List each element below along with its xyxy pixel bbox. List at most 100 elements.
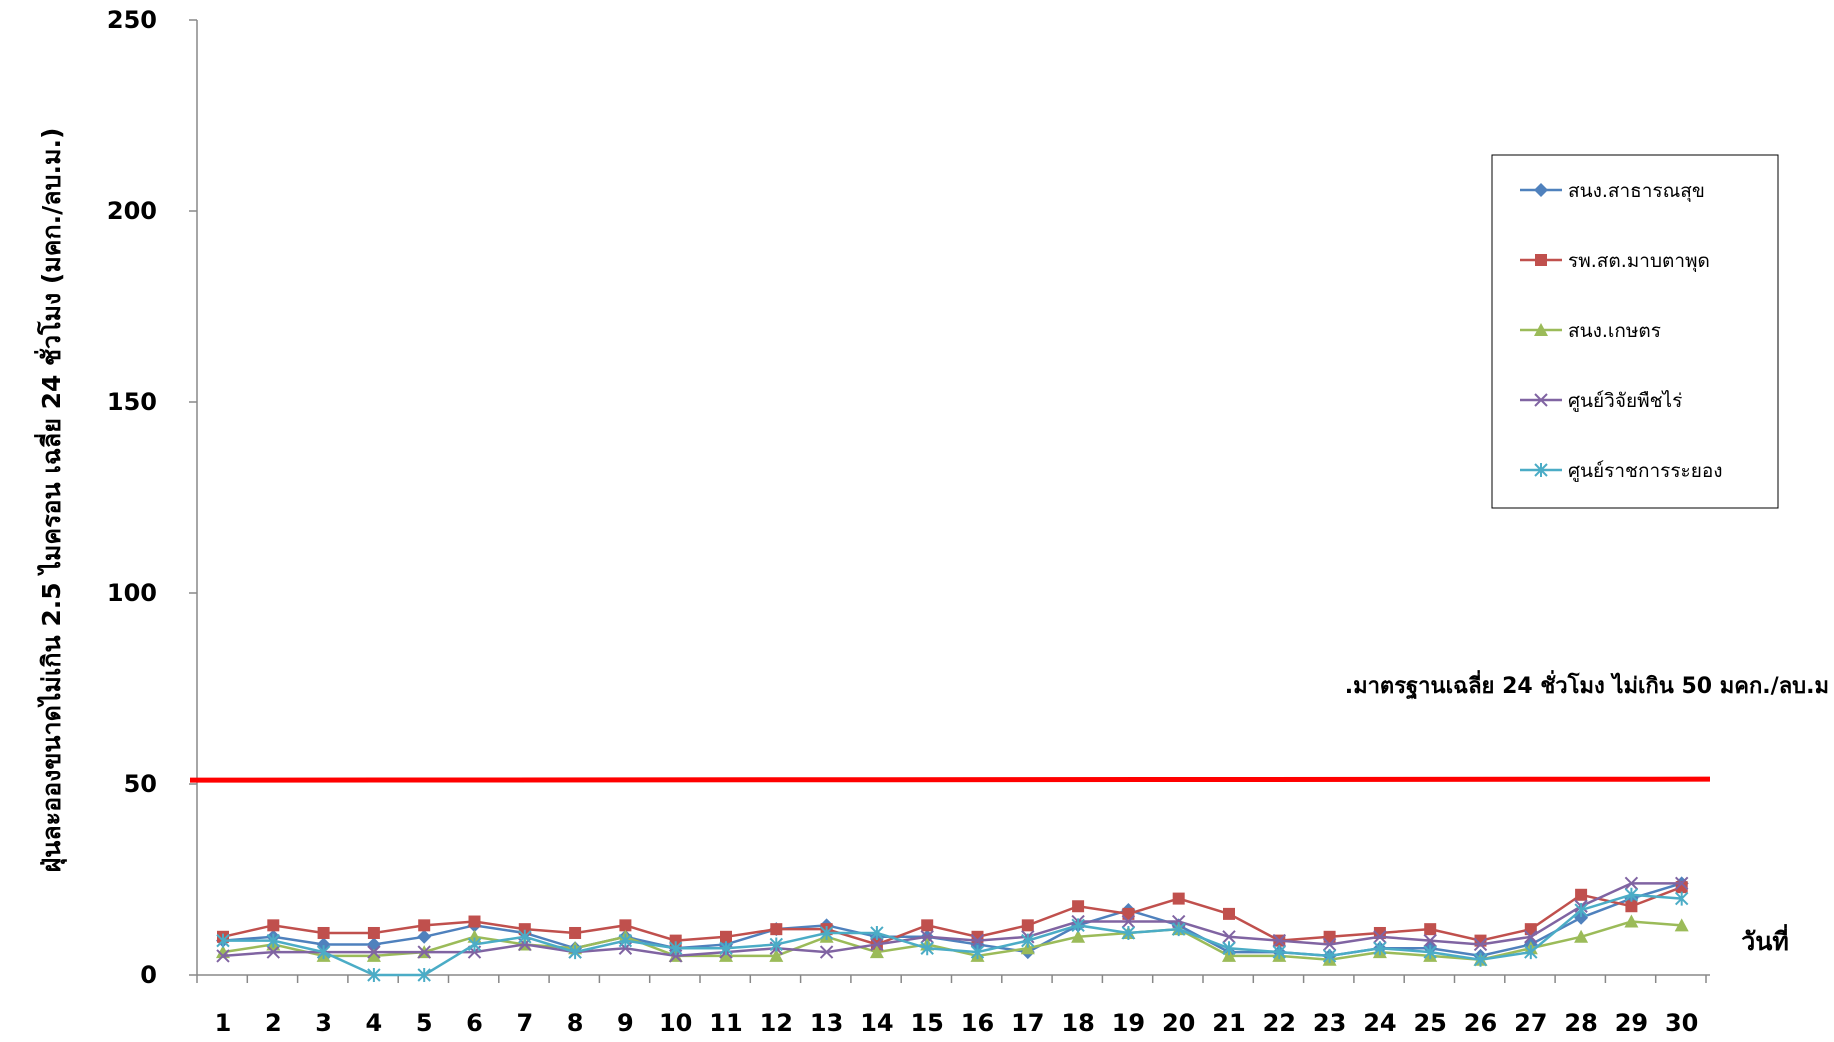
y-tick-label: 100	[107, 579, 157, 607]
data-point	[1322, 948, 1337, 963]
data-point	[920, 941, 934, 956]
reference-line	[189, 776, 1711, 783]
legend-item: รพ.สต.มาบตาพุด	[1520, 250, 1710, 273]
legend-marker	[1534, 463, 1548, 477]
data-point	[1373, 930, 1387, 944]
legend: สนง.สาธารณสุขรพ.สต.มาบตาพุดสนง.เกษตรศูนย…	[1491, 154, 1779, 509]
x-tick-label: 16	[961, 1009, 994, 1037]
x-tick-label: 1	[215, 1009, 232, 1037]
data-point	[1171, 922, 1186, 937]
series-line	[223, 893, 1682, 977]
x-tick-label: 18	[1061, 1009, 1094, 1037]
x-tick-label: 12	[760, 1009, 793, 1037]
data-point	[366, 948, 381, 962]
data-point	[1322, 937, 1337, 952]
data-point	[317, 926, 330, 939]
data-point	[417, 929, 432, 944]
data-point	[1071, 918, 1085, 933]
data-point	[1574, 929, 1589, 943]
x-tick-label: 13	[810, 1009, 843, 1037]
legend-item: สนง.เกษตร	[1520, 320, 1661, 342]
x-tick-label: 11	[709, 1009, 742, 1037]
legend-item: ศูนย์ราชการระยอง	[1520, 460, 1723, 482]
data-point	[467, 937, 482, 952]
legend-marker	[1534, 323, 1548, 336]
x-tick-label: 23	[1313, 1009, 1346, 1037]
data-point	[1624, 887, 1639, 902]
data-point	[719, 941, 733, 956]
legend-label: ศูนย์วิจัยพืชไร่	[1568, 390, 1682, 412]
x-tick-label: 26	[1464, 1009, 1497, 1037]
data-point	[1524, 923, 1537, 936]
data-point	[1674, 876, 1689, 891]
reference-line-label: .มาตรฐานเฉลี่ย 24 ชั่วโมง ไม่เกิน 50 มคก…	[1345, 669, 1829, 700]
data-point	[267, 919, 280, 932]
data-point	[1020, 941, 1035, 955]
y-tick-label: 0	[140, 961, 157, 989]
series-line	[222, 885, 1683, 946]
data-point	[1575, 888, 1588, 901]
reference-line-group	[189, 776, 1711, 783]
data-point	[618, 933, 633, 948]
data-point	[216, 949, 230, 963]
x-tick-label: 15	[910, 1009, 943, 1037]
x-tick-label: 17	[1011, 1009, 1044, 1037]
y-tick-label: 250	[107, 6, 157, 34]
data-point	[1624, 914, 1639, 928]
data-point	[720, 930, 732, 943]
data-point	[1424, 923, 1437, 936]
data-point	[719, 948, 733, 962]
legend-label: ศูนย์ราชการระยอง	[1568, 460, 1723, 482]
x-tick-label: 8	[567, 1009, 584, 1037]
series-group	[216, 876, 1689, 982]
data-point	[569, 926, 582, 939]
data-point	[819, 945, 834, 959]
data-point	[1423, 933, 1437, 948]
data-point	[769, 948, 784, 962]
data-point	[1272, 945, 1287, 960]
data-point	[1071, 929, 1086, 943]
data-point	[970, 933, 985, 948]
data-point	[970, 945, 985, 960]
data-point	[1021, 919, 1034, 932]
data-point	[619, 919, 632, 932]
data-point	[518, 929, 532, 944]
data-point	[769, 937, 784, 952]
legend-marker	[1535, 254, 1547, 266]
x-tick-label: 28	[1564, 1009, 1597, 1037]
data-point	[1473, 952, 1488, 967]
legend-marker	[1534, 393, 1548, 407]
x-tick-label: 19	[1112, 1009, 1145, 1037]
data-point	[417, 968, 431, 982]
legend-label: รพ.สต.มาบตาพุด	[1568, 250, 1710, 273]
data-point	[367, 926, 380, 939]
x-tick-label: 10	[659, 1009, 692, 1037]
data-point	[568, 945, 582, 960]
data-point	[1624, 876, 1639, 891]
data-point	[1674, 891, 1689, 906]
data-point	[1524, 945, 1538, 960]
x-tick-label: 30	[1665, 1009, 1698, 1037]
data-point	[668, 941, 683, 956]
y-tick-label: 200	[107, 197, 157, 225]
data-point	[1222, 941, 1236, 956]
data-point	[1574, 903, 1588, 918]
data-point	[921, 919, 934, 932]
x-tick-label: 27	[1514, 1009, 1547, 1037]
data-point	[1122, 907, 1135, 920]
data-point	[1121, 925, 1136, 940]
data-point	[216, 933, 230, 948]
x-tick-label: 4	[366, 1009, 383, 1037]
x-tick-label: 3	[315, 1009, 332, 1037]
x-tick-label: 2	[265, 1009, 282, 1037]
x-ticks: 1 2 3 4 5 6 7 8 9 10 11 12 13 14 15 16 17 18 19 20 21 22 23 24 2…	[196, 975, 1707, 1037]
data-point	[1373, 941, 1387, 956]
legend-item: สนง.สาธารณสุข	[1520, 180, 1705, 203]
x-tick-label: 6	[466, 1009, 483, 1037]
data-point	[1625, 900, 1638, 913]
data-point	[920, 930, 934, 944]
y-axis-title: ฝุ่นละอองขนาดไม่เกิน 2.5 ไมครอน เฉลี่ย 2…	[34, 128, 68, 873]
y-tick-label: 150	[107, 388, 157, 416]
data-point	[367, 945, 381, 959]
data-point	[1222, 948, 1236, 962]
